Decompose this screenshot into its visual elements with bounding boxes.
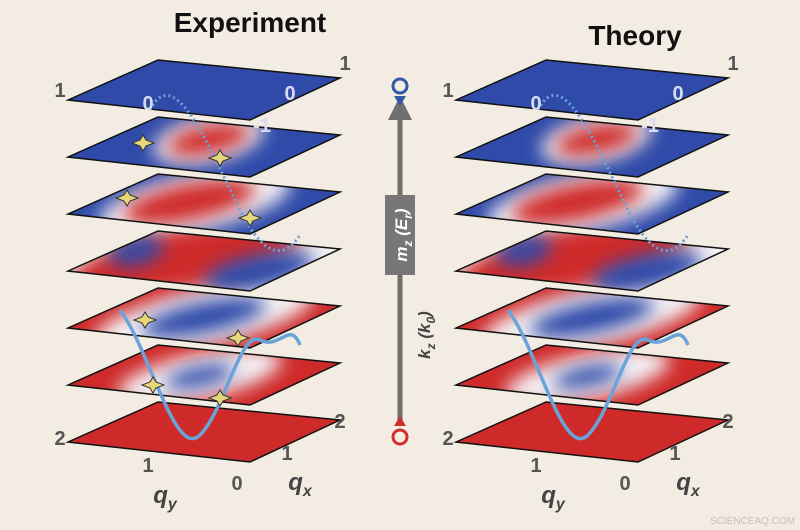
- bottom-label: 2: [722, 411, 733, 433]
- stacks: Experiment1010-121021qyqxTheory1010-1210…: [54, 7, 738, 513]
- plane-edge: [65, 230, 343, 292]
- watermark: SCIENCEAQ.COM: [710, 516, 795, 527]
- plane-edge: [65, 287, 343, 349]
- bottom-label: 0: [231, 473, 242, 495]
- marker-star: [140, 376, 166, 394]
- axis-label: qy: [153, 482, 178, 513]
- plane-fill: [456, 60, 728, 120]
- plane-blob: [167, 123, 250, 156]
- top-label: 1: [442, 80, 453, 102]
- plane-blob: [511, 179, 644, 225]
- axis-label: qy: [541, 482, 566, 513]
- plane-edge: [65, 59, 343, 121]
- plane-edge: [453, 287, 731, 349]
- plane-edge: [65, 401, 343, 463]
- top-label: -1: [641, 115, 659, 137]
- marker-star: [207, 389, 233, 407]
- plane-blob: [555, 123, 638, 156]
- marker-star: [114, 189, 140, 207]
- bottom-label: 0: [619, 473, 630, 495]
- panel-title: Theory: [588, 20, 682, 51]
- plane-edge: [453, 116, 731, 178]
- plane-blob: [553, 364, 622, 389]
- plane-edge: [65, 116, 343, 178]
- axis-label-base: q: [153, 482, 168, 509]
- bottom-label: 2: [334, 411, 345, 433]
- plane-edge: [453, 230, 731, 292]
- top-label: 1: [727, 53, 738, 75]
- plane-edge: [453, 173, 731, 235]
- axis-label: qx: [676, 469, 701, 500]
- plane-edge: [453, 401, 731, 463]
- bottom-label: 1: [669, 443, 680, 465]
- arrow-label-part: (E: [392, 218, 411, 240]
- plane-edge: [453, 59, 731, 121]
- top-label: 1: [54, 80, 65, 102]
- top-label: -1: [253, 115, 271, 137]
- plane-edge: [453, 344, 731, 406]
- axis-label-base: q: [288, 469, 303, 496]
- axis-label-sub: x: [690, 483, 701, 500]
- marker-star: [237, 209, 263, 227]
- marker-star: [130, 134, 156, 152]
- plane-blob: [203, 251, 314, 291]
- plane-blob: [142, 297, 266, 338]
- center-arrow: [385, 77, 415, 446]
- arrow-label-part: (k: [415, 322, 434, 343]
- plane: [456, 174, 728, 234]
- plane-fill: [68, 60, 340, 120]
- axis-label-base: q: [676, 469, 691, 496]
- plane-blob: [530, 297, 654, 338]
- plane: [68, 174, 340, 234]
- plane: [68, 60, 340, 120]
- arrow-label-lower: kz (k0): [415, 311, 438, 359]
- plane: [456, 288, 728, 348]
- axis-label-base: q: [541, 482, 556, 509]
- plane: [456, 117, 728, 177]
- top-label: 1: [339, 53, 350, 75]
- plane-blob: [165, 364, 234, 389]
- panel-title: Experiment: [174, 7, 327, 38]
- arrow-label-part: ): [392, 208, 411, 216]
- wave-curve: [506, 308, 690, 441]
- arrow-label-part: ): [415, 311, 434, 319]
- plane: [68, 288, 340, 348]
- arrow-label-part: z: [424, 343, 438, 350]
- axis-label-sub: y: [555, 496, 566, 513]
- top-label: 0: [284, 83, 295, 105]
- plane-blob: [123, 179, 256, 225]
- bottom-label: 1: [530, 455, 541, 477]
- marker-star: [225, 329, 251, 347]
- arrow-label-upper: mz (Er): [392, 208, 415, 262]
- top-label: 0: [672, 83, 683, 105]
- marker-star: [207, 149, 233, 167]
- arrow-label-part: k: [415, 348, 434, 359]
- bottom-label: 2: [442, 428, 453, 450]
- axis-label-sub: x: [302, 483, 313, 500]
- bottom-label: 1: [142, 455, 153, 477]
- arrow-label-part: z: [401, 240, 415, 247]
- plane: [456, 60, 728, 120]
- arrow-label-part: 0: [424, 317, 438, 324]
- top-label: 0: [142, 93, 153, 115]
- marker-star: [132, 311, 158, 329]
- axis-label-sub: y: [167, 496, 178, 513]
- plane-blob: [591, 251, 702, 291]
- arrow-label-part: m: [392, 246, 411, 261]
- bottom-label: 2: [54, 428, 65, 450]
- top-label: 0: [530, 93, 541, 115]
- plane: [68, 117, 340, 177]
- plane-edge: [65, 344, 343, 406]
- bottom-label: 1: [281, 443, 292, 465]
- plane-edge: [65, 173, 343, 235]
- axis-label: qx: [288, 469, 313, 500]
- arrow-label-part: r: [401, 213, 415, 219]
